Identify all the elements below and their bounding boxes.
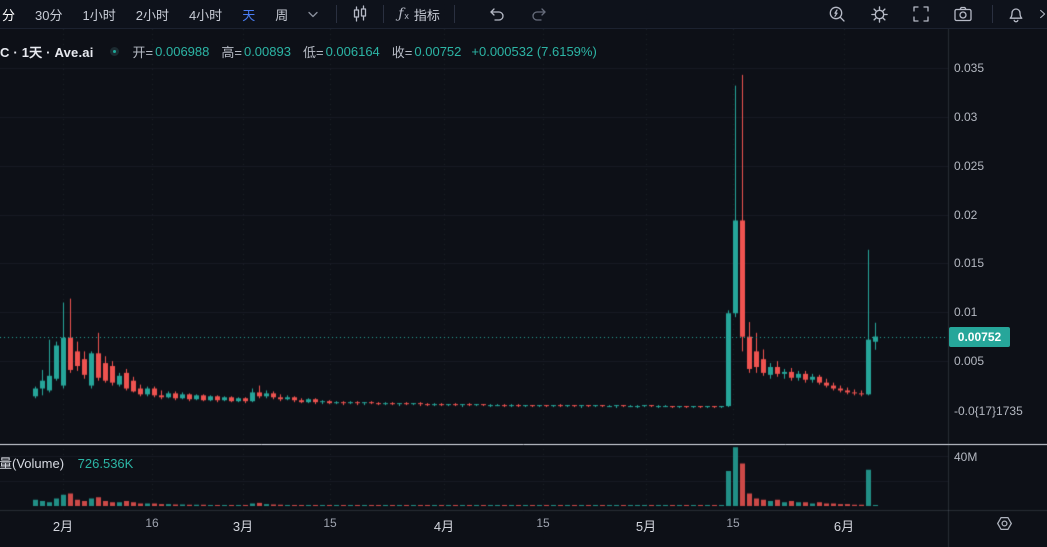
toolbar-divider [336, 5, 338, 23]
chart-legend: C · 1天 · Ave.ai 开= 0.006988 高= 0.00893 低= 0… [0, 42, 597, 61]
fx-icon-sub: x [404, 11, 409, 21]
fx-icon: ƒ [398, 6, 404, 22]
time-axis-tick: 15 [536, 516, 550, 530]
time-axis-tick: 15 [323, 516, 337, 530]
timeframe-1w[interactable]: 周 [275, 7, 289, 23]
close-value: 0.00752 [414, 44, 462, 59]
series-visibility-dot-icon[interactable] [109, 47, 119, 56]
price-axis-tick: 0.01 [954, 305, 978, 320]
timeframe-4h[interactable]: 4小时 [188, 7, 223, 23]
time-axis-tick: 16 [145, 516, 159, 530]
camera-snapshot-icon[interactable] [948, 0, 978, 28]
toolbar-divider [453, 5, 455, 23]
bar-replay-icon[interactable] [822, 0, 852, 28]
ohlc-readout: 开= 0.006988 高= 0.00893 低= 0.006164 收= 0.0075… [133, 42, 597, 61]
redo-icon[interactable] [525, 0, 555, 28]
price-axis-tick: 0.025 [954, 158, 985, 173]
price-axis-tick: 0.035 [954, 61, 985, 76]
open-value: 0.006988 [155, 44, 210, 59]
timeframe-1h[interactable]: 1小时 [82, 7, 116, 23]
time-axis-tick: 15 [726, 516, 740, 530]
high-label: 高= [221, 45, 242, 60]
open-label: 开= [132, 45, 154, 60]
last-price-badge: 0.00752 [949, 326, 1010, 347]
time-axis-tick: 3月 [232, 519, 254, 534]
time-axis-tick: 2月 [52, 519, 74, 534]
toolbar-overflow-chevron-icon[interactable] [1039, 0, 1047, 28]
timeframe-dropdown-chevron-icon[interactable] [298, 0, 328, 28]
toolbar-divider [992, 5, 993, 23]
toolbar-divider [383, 5, 385, 23]
time-axis-tick: 4月 [433, 519, 455, 534]
fullscreen-icon[interactable] [906, 0, 936, 28]
volume-label: 量(Volume) [0, 456, 65, 471]
price-axis-tick: 0.02 [954, 207, 978, 222]
settings-gear-icon[interactable] [864, 0, 894, 28]
time-axis-tick: 5月 [635, 519, 657, 534]
price-axis-zero-tick: -0.0{17}1735 [954, 404, 1023, 418]
volume-value: 726.536K [77, 456, 134, 471]
volume-legend: 量(Volume) 726.536K [0, 453, 134, 472]
timeframe-30min[interactable]: 30分 [35, 7, 63, 23]
timeframe-2h[interactable]: 2小时 [135, 7, 169, 23]
close-label: 收= [391, 45, 413, 60]
timeframe-min[interactable]: 分 [2, 7, 16, 23]
change-value: +0.000532 (7.6159%) [471, 44, 597, 59]
price-axis-tick: 0.03 [954, 109, 978, 124]
alerts-bell-icon[interactable] [1001, 0, 1031, 28]
low-value: 0.006164 [325, 44, 380, 59]
chart-style-candles-icon[interactable] [345, 0, 375, 28]
candlestick-chart-canvas[interactable] [0, 29, 1047, 547]
axis-settings-hexagon-icon[interactable] [992, 510, 1016, 536]
price-axis-tick: 0.015 [954, 256, 985, 271]
volume-axis-tick: 40M [954, 450, 978, 464]
indicators-label: 指标 [413, 7, 440, 23]
undo-icon[interactable] [481, 0, 511, 28]
time-axis-tick: 6月 [833, 519, 855, 534]
timeframe-1d-active[interactable]: 天 [242, 7, 256, 23]
chart-area[interactable]: C · 1天 · Ave.ai 开= 0.006988 高= 0.00893 低= 0… [0, 29, 1047, 547]
symbol-title: C · 1天 · Ave.ai [0, 45, 94, 60]
price-axis-tick: 0.005 [954, 354, 985, 369]
high-value: 0.00893 [243, 44, 291, 59]
low-label: 低= [302, 45, 324, 60]
